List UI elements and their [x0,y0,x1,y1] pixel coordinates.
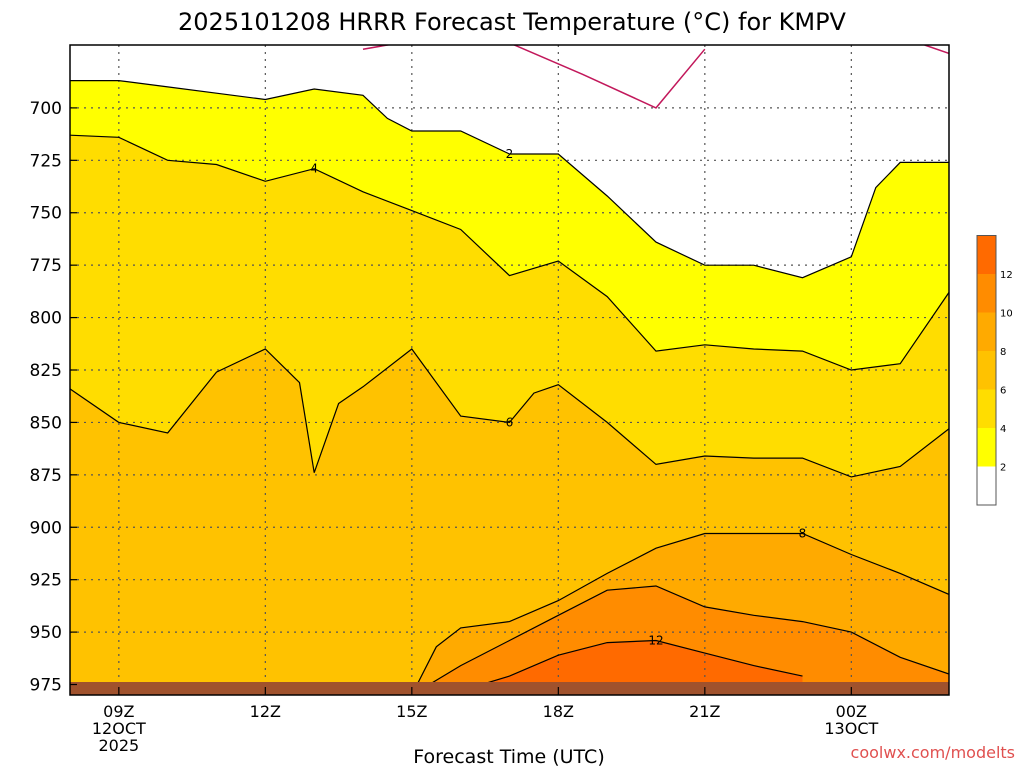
x-axis-label: Forecast Time (UTC) [413,746,604,768]
freezing-line-0 [362,45,392,50]
x-tick-label-line: 15Z [396,702,427,721]
x-tick-label-line: 2025 [98,736,139,755]
y-tick-label-700: 700 [30,99,62,119]
x-tick-label-15: 15Z [396,702,427,721]
isotherm-4 [70,134,949,371]
x-tick-label-line: 12OCT [92,719,146,738]
legend-label-2: 2 [1000,463,1006,474]
isotherm-label-4: 4 [310,162,318,176]
band-12c [460,640,803,695]
x-tick-label-12: 12Z [250,702,281,721]
ground-surface [70,682,949,695]
color-legend: 2 4 6 8 10 12 [976,235,1013,506]
isotherm-labels: 2 4 6 8 12 [310,147,806,647]
temperature-bands [70,45,949,695]
y-tick-label-750: 750 [30,204,62,224]
y-tick-label-900: 900 [30,518,62,538]
legend-swatch-6 [977,235,996,274]
y-tick-label-950: 950 [30,623,62,643]
legend-swatch-4 [977,312,996,351]
chart-title: 2025101208 HRRR Forecast Temperature (°C… [178,8,847,36]
y-tick-label-850: 850 [30,413,62,433]
legend-label-6: 6 [1000,386,1006,397]
legend-swatch-0 [977,466,996,505]
legend-swatch-5 [977,274,996,313]
legend-swatch-2 [977,389,996,428]
plot-area [70,45,949,695]
y-axis: 700 725 750 775 800 825 850 875 900 925 950 975 [30,99,77,696]
y-tick-label-800: 800 [30,309,62,329]
isotherm-10 [411,585,949,695]
freezing-line-1 [512,45,706,109]
y-tick-label-725: 725 [30,151,62,171]
x-tick-label-line: 21Z [689,702,720,721]
legend-label-8: 8 [1000,347,1006,358]
x-tick-label-line: 00Z [836,702,867,721]
x-axis: 09Z 12OCT 2025 12Z 15Z 18Z 21Z 00Z 13OCT [92,687,879,755]
y-tick-label-925: 925 [30,571,62,591]
y-tick-label-975: 975 [30,676,62,696]
x-tick-label-21: 21Z [689,702,720,721]
legend-label-4: 4 [1000,424,1006,435]
legend-swatch-3 [977,351,996,390]
legend-swatch-1 [977,428,996,467]
isotherm-2 [70,79,949,279]
x-tick-label-line: 09Z [103,702,134,721]
isotherm-label-2: 2 [506,147,514,161]
isotherm-12 [460,639,803,692]
y-tick-label-825: 825 [30,361,62,381]
x-tick-label-line: 13OCT [824,719,878,738]
isotherm-label-6: 6 [506,415,514,429]
x-tick-label-9: 09Z 12OCT 2025 [92,702,146,755]
y-tick-label-875: 875 [30,466,62,486]
y-tick-label-775: 775 [30,256,62,276]
x-tick-label-line: 18Z [543,702,574,721]
x-tick-label-24: 00Z 13OCT [824,702,878,738]
ground-band [70,682,949,695]
freezing-line-2 [924,45,949,55]
x-tick-label-line: 12Z [250,702,281,721]
source-credit[interactable]: coolwx.com/modelts [851,743,1015,762]
isotherm-6 [70,348,949,478]
isotherm-label-12: 12 [648,633,663,647]
isotherm-label-8: 8 [799,527,807,541]
legend-label-10: 10 [1000,309,1013,320]
legend-label-12: 12 [1000,270,1013,281]
legend-frame [976,235,997,506]
x-tick-label-18: 18Z [543,702,574,721]
